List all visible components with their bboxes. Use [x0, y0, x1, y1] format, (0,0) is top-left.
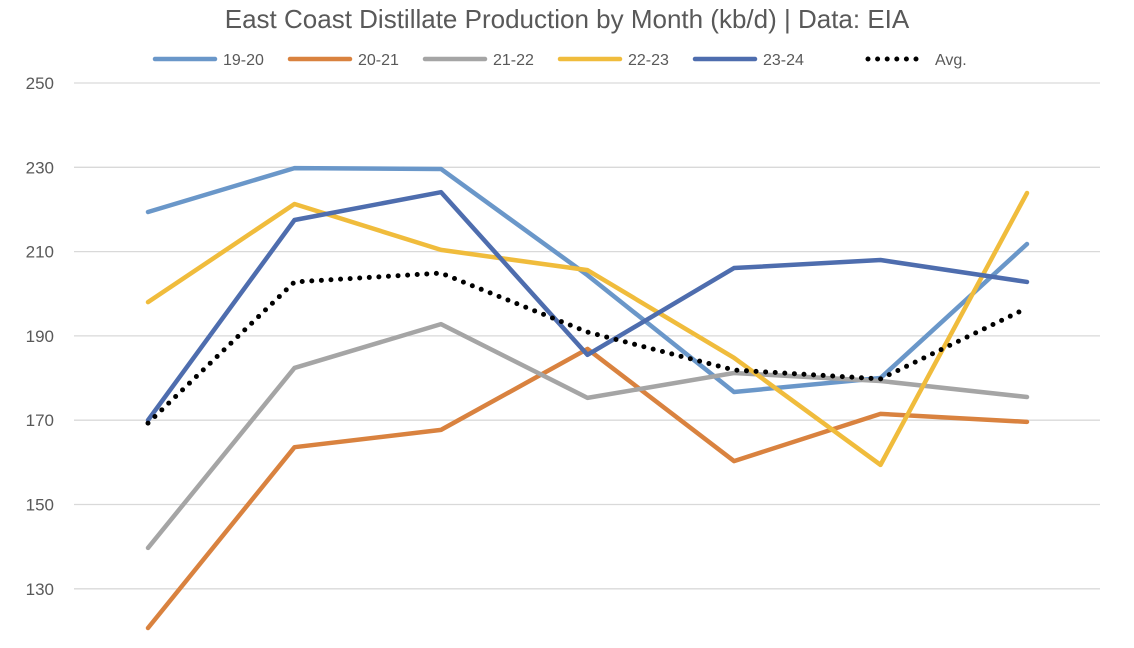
y-tick-label: 130 — [26, 580, 54, 599]
legend-item: 22-23 — [557, 52, 669, 69]
legend-item: Avg. — [865, 52, 967, 69]
y-tick-label: 250 — [26, 74, 54, 93]
y-tick-label: 190 — [26, 327, 54, 346]
y-tick-label: 230 — [26, 158, 54, 177]
y-tick-label: 150 — [26, 496, 54, 515]
legend-item: 20-21 — [287, 52, 399, 69]
legend-item: 19-20 — [152, 52, 264, 69]
series-line-2223 — [145, 190, 1030, 468]
series-line-1920 — [145, 165, 1030, 395]
legend-label: 23-24 — [763, 52, 804, 69]
y-tick-label: 170 — [26, 411, 54, 430]
legend-label: 22-23 — [628, 52, 669, 69]
legend-item: 23-24 — [692, 52, 804, 69]
legend-label: 20-21 — [358, 52, 399, 69]
legend-label: 19-20 — [223, 52, 264, 69]
series-line-2021 — [145, 346, 1030, 631]
y-tick-label: 210 — [26, 243, 54, 262]
legend-item: 21-22 — [422, 52, 534, 69]
legend-label: Avg. — [935, 52, 967, 69]
chart-title: East Coast Distillate Production by Mont… — [225, 4, 910, 34]
legend-label: 21-22 — [493, 52, 534, 69]
